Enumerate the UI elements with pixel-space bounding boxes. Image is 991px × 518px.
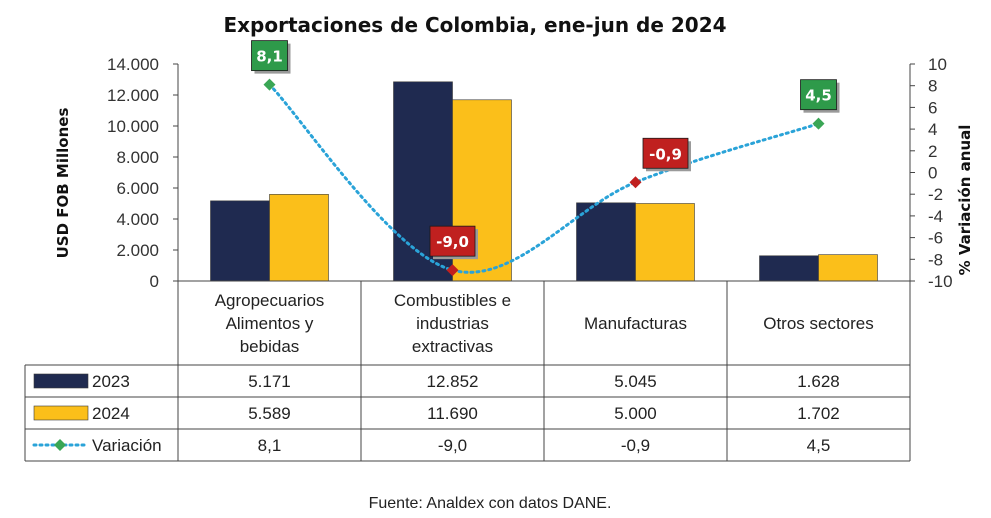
table-cell: 1.628	[797, 372, 840, 391]
y2-tick-label: -4	[928, 207, 943, 226]
legend-label: 2023	[92, 372, 130, 391]
table-cell: -0,9	[621, 436, 650, 455]
bar-2024-4	[818, 254, 878, 282]
bar-2023-3	[576, 202, 636, 282]
legend-swatch-2024	[33, 405, 89, 421]
chart-title: Exportaciones de Colombia, ene-jun de 20…	[223, 13, 726, 37]
variation-label-box	[251, 40, 288, 72]
y2-tick-label: -6	[928, 229, 943, 248]
variation-label: -0,9	[649, 145, 682, 163]
y2-tick-label: -10	[928, 272, 953, 291]
y2-axis-title: % Variación anual	[956, 125, 974, 276]
category-label: bebidas	[240, 337, 300, 356]
y2-tick-label: 4	[928, 120, 937, 139]
category-label: industrias	[416, 314, 489, 333]
table-cell: 12.852	[427, 372, 479, 391]
y2-tick-label: 10	[928, 55, 947, 74]
variation-label-box	[429, 225, 476, 257]
y-tick-label: 14.000	[107, 55, 159, 74]
y-tick-label: 8.000	[116, 148, 159, 167]
table-cell: 1.702	[797, 404, 840, 423]
y-tick-label: 4.000	[116, 210, 159, 229]
category-label: Agropecuarios	[215, 291, 325, 310]
category-label: Combustibles e	[394, 291, 511, 310]
variation-marker-2	[446, 264, 459, 277]
legend-swatch-marker	[54, 439, 66, 451]
y2-tick-label: 8	[928, 77, 937, 96]
category-label: Alimentos y	[226, 314, 314, 333]
bar-2023-4	[759, 255, 819, 282]
variation-label: 8,1	[256, 48, 283, 66]
variation-label: 4,5	[805, 87, 832, 105]
bar-2023-1	[210, 200, 270, 282]
legend-label: Variación	[92, 436, 162, 455]
table-cell: 8,1	[258, 436, 282, 455]
source-note: Fuente: Analdex con datos DANE.	[369, 495, 612, 512]
table-cell: -9,0	[438, 436, 467, 455]
y-axis-title: USD FOB Millones	[54, 108, 72, 259]
variation-marker-4	[812, 117, 825, 130]
bar-2024-1	[269, 194, 329, 282]
y2-tick-label: -8	[928, 250, 943, 269]
table-cell: 5.000	[614, 404, 657, 423]
variation-marker-3	[629, 176, 642, 189]
table-cell: 5.045	[614, 372, 657, 391]
variation-label: -9,0	[436, 233, 469, 251]
variation-label-box	[800, 79, 837, 111]
table-cell: 5.171	[248, 372, 291, 391]
category-label: Otros sectores	[763, 314, 874, 333]
table-cell: 11.690	[427, 404, 478, 423]
y-tick-label: 6.000	[116, 179, 159, 198]
y2-tick-label: -2	[928, 185, 943, 204]
y-tick-label: 10.000	[107, 117, 159, 136]
y2-tick-label: 0	[928, 164, 937, 183]
bar-2024-3	[635, 203, 695, 282]
legend-swatch-2023	[33, 373, 89, 389]
category-label: Manufacturas	[584, 314, 687, 333]
variation-marker-1	[263, 78, 276, 91]
variation-label-box	[642, 137, 689, 169]
y-tick-label: 2.000	[116, 241, 159, 260]
y-tick-label: 12.000	[107, 86, 159, 105]
table-cell: 5.589	[248, 404, 291, 423]
legend-label: 2024	[92, 404, 130, 423]
y2-tick-label: 2	[928, 142, 937, 161]
category-label: extractivas	[412, 337, 493, 356]
table-cell: 4,5	[807, 436, 831, 455]
y2-tick-label: 6	[928, 98, 937, 117]
variation-line	[268, 83, 820, 274]
y-tick-label: 0	[150, 272, 159, 291]
